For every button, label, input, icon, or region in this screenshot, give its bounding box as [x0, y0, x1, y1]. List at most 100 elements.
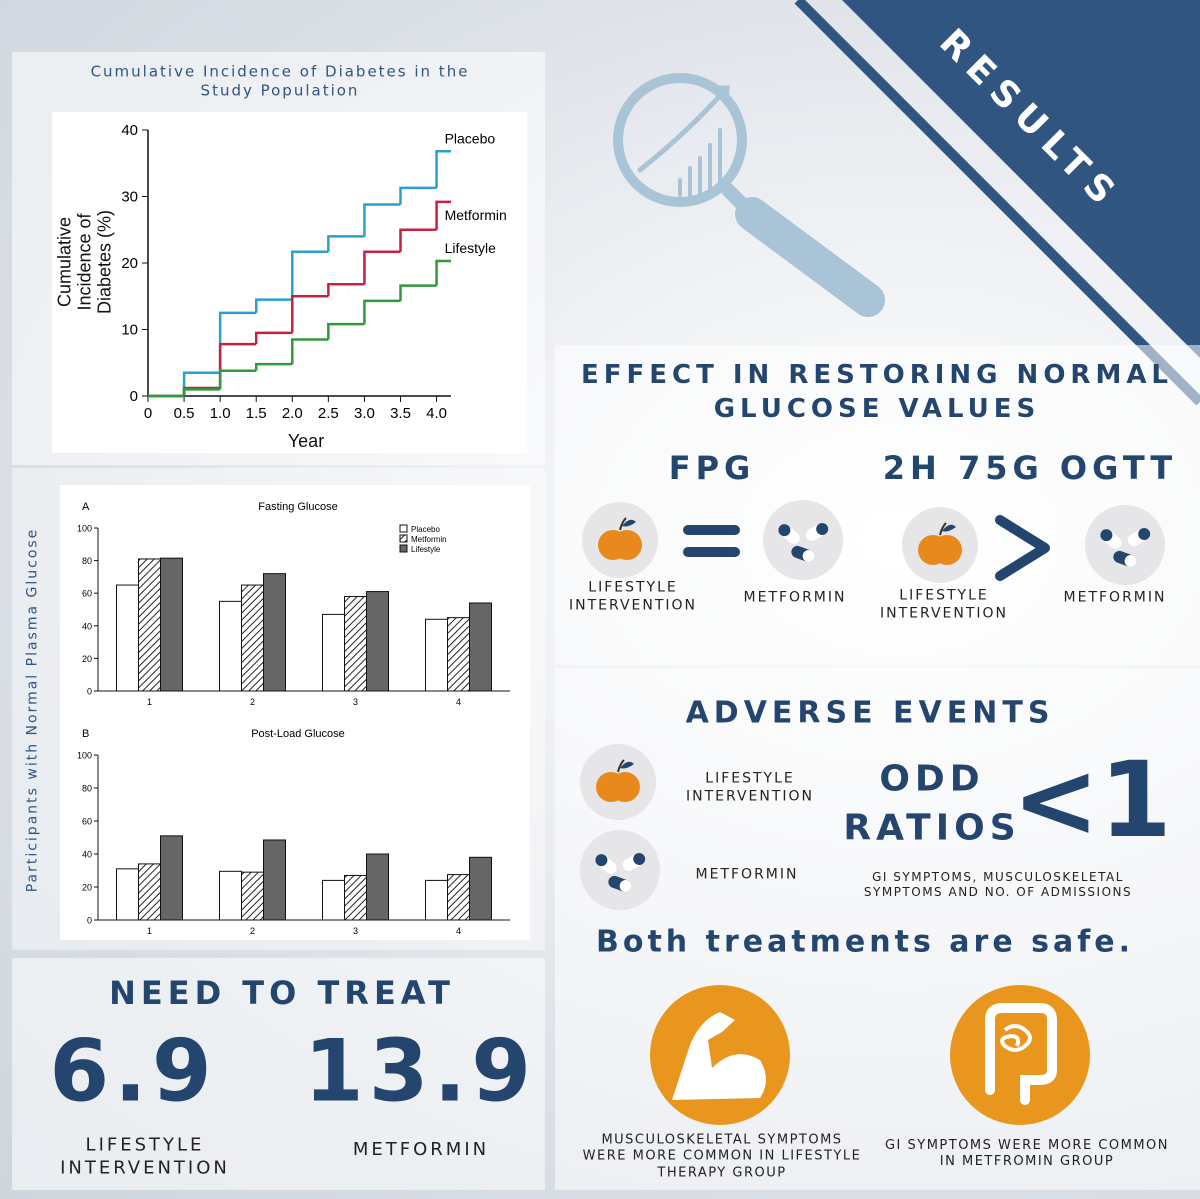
- y-tick-label: 40: [82, 621, 92, 631]
- x-tick-label: 1.5: [246, 405, 267, 422]
- apple-icon: [901, 506, 979, 584]
- x-tick-label: 1.0: [210, 405, 231, 422]
- y-tick-label: 40: [82, 850, 92, 860]
- ntt-value: 6.9: [49, 1021, 217, 1122]
- bar: [447, 617, 470, 692]
- pills-icon: [1085, 505, 1165, 585]
- bar: [263, 573, 286, 692]
- x-axis-label: Year: [287, 430, 325, 451]
- x-tick-label: 2.0: [282, 405, 303, 422]
- x-tick-label: 3.5: [390, 405, 411, 422]
- y-tick-label: 0: [87, 916, 92, 926]
- x-tick-label: 4.0: [426, 405, 447, 422]
- y-tick-label: 60: [82, 589, 92, 599]
- step-segment: [218, 369, 257, 390]
- x-tick-label: 4: [456, 697, 461, 707]
- legend-swatch: [399, 524, 408, 533]
- chart-title: Cumulative Incidence of Diabetes in the …: [90, 62, 470, 99]
- gi-caption: GI SYMPTOMS WERE MORE COMMON IN METFROMI…: [884, 1137, 1170, 1169]
- conclusion: Both treatments are safe.: [595, 924, 1135, 960]
- results-band: [842, 0, 1200, 358]
- x-tick-label: 0: [144, 405, 152, 422]
- panel: [555, 345, 1200, 665]
- y-tick-label: 0: [130, 388, 138, 405]
- series-label: Lifestyle: [445, 240, 497, 256]
- x-tick-label: 2: [250, 926, 255, 936]
- bar: [425, 618, 448, 692]
- y-tick-label: 60: [82, 817, 92, 827]
- y-tick-label: 100: [77, 751, 92, 761]
- legend-swatch: [399, 544, 408, 553]
- bar: [344, 595, 367, 692]
- bar: [366, 591, 389, 692]
- step-segment: [327, 322, 365, 340]
- step-segment: [291, 338, 329, 365]
- ratio-value: <1: [1012, 739, 1172, 861]
- adverse-lifestyle: LIFESTYLE INTERVENTION: [685, 770, 815, 805]
- ogtt-heading: 2H 75G OGTT: [882, 449, 1178, 487]
- y-tick-label: 30: [121, 189, 138, 206]
- step-segment: [363, 250, 401, 285]
- step-segment: [363, 203, 401, 237]
- panel-letter: A: [82, 501, 90, 513]
- fpg-heading: FPG: [668, 449, 756, 487]
- x-tick-label: 2.5: [318, 405, 339, 422]
- musculo-caption: MUSCULOSKELETAL SYMPTOMS WERE MORE COMMO…: [582, 1132, 862, 1181]
- bar: [322, 879, 345, 921]
- ogtt-right: METFORMIN: [1063, 589, 1167, 606]
- bar: [469, 602, 492, 692]
- bar: [241, 871, 264, 921]
- equals-sign: [683, 525, 740, 557]
- ntt-label: LIFESTYLE INTERVENTION: [60, 1134, 230, 1179]
- y-tick-label: 20: [121, 255, 138, 272]
- y-tick-label: 100: [77, 524, 92, 534]
- pills-icon: [580, 830, 660, 910]
- y-tick-label: 10: [121, 322, 138, 339]
- step-segment: [254, 331, 293, 345]
- ntt-label: METFORMIN: [352, 1138, 490, 1160]
- panel-title: Post-Load Glucose: [251, 728, 345, 740]
- fpg-left: LIFESTYLE INTERVENTION: [568, 579, 698, 614]
- x-tick-label: 2: [250, 697, 255, 707]
- step-segment: [363, 299, 401, 325]
- step-segment: [327, 283, 365, 297]
- bar: [116, 868, 139, 921]
- pills-icon: [763, 500, 843, 580]
- panel-letter: B: [82, 728, 89, 740]
- ogtt-left: LIFESTYLE INTERVENTION: [879, 587, 1009, 622]
- greater-than: [995, 515, 1050, 581]
- bar: [366, 853, 389, 921]
- step-segment: [291, 295, 329, 333]
- legend-label: Placebo: [411, 525, 440, 534]
- step-segment: [435, 150, 451, 188]
- step-segment: [291, 250, 329, 300]
- step-segment: [218, 342, 257, 389]
- bar-figure-ylabel: Participants with Normal Plasma Glucose: [24, 527, 41, 893]
- bar: [219, 600, 242, 692]
- x-tick-label: 3: [353, 926, 358, 936]
- x-tick-label: 1: [147, 926, 152, 936]
- legend-swatch: [399, 534, 408, 543]
- bar: [322, 613, 345, 692]
- y-tick-label: 20: [82, 654, 92, 664]
- bar: [160, 835, 183, 921]
- bar: [241, 584, 264, 692]
- step-segment: [182, 371, 221, 396]
- x-tick-label: 4: [456, 926, 461, 936]
- x-tick-label: 1: [147, 697, 152, 707]
- bar: [138, 863, 161, 921]
- legend-label: Lifestyle: [411, 545, 441, 554]
- apple-icon: [581, 501, 659, 579]
- panel-title: Fasting Glucose: [258, 501, 337, 513]
- x-tick-label: 3.0: [354, 405, 375, 422]
- step-segment: [327, 235, 365, 252]
- step-segment: [254, 362, 293, 371]
- panel: [12, 958, 545, 1190]
- y-tick-label: 20: [82, 883, 92, 893]
- bar: [219, 870, 242, 921]
- bar: [263, 839, 286, 921]
- ntt-value: 13.9: [303, 1021, 537, 1122]
- bar: [138, 558, 161, 692]
